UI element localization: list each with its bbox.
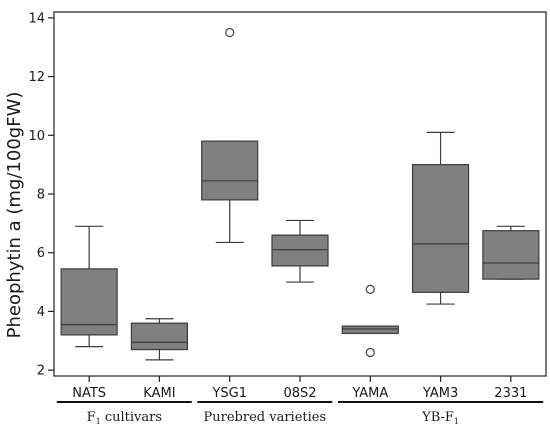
- x-tick-label: YAM3: [422, 386, 458, 401]
- y-tick-label: 8: [37, 188, 45, 203]
- y-tick-label: 14: [28, 11, 45, 26]
- y-tick-label: 6: [37, 246, 45, 261]
- box: [482, 230, 540, 280]
- x-tick-label: YSG1: [211, 386, 247, 401]
- box: [341, 325, 399, 335]
- plot-frame: [53, 11, 547, 377]
- x-tick-label: KAMI: [143, 386, 175, 401]
- y-tick-label: 12: [28, 70, 45, 85]
- box: [411, 164, 470, 293]
- outlier-point: [225, 27, 235, 38]
- y-tick-label: 10: [28, 129, 45, 144]
- outlier-point: [365, 284, 375, 295]
- plot-area: 2 4 6 8 10 12 14 NATS KAMI YSG1 08S2 YAMA YAM3 2331 F1…: [28, 11, 547, 426]
- group-label: YB-F1: [421, 410, 459, 426]
- y-tick-label: 4: [37, 305, 45, 320]
- group-label: F1 cultivars: [87, 410, 162, 426]
- x-tick-label: 08S2: [283, 386, 316, 401]
- outlier-point: [365, 347, 375, 358]
- box: [271, 234, 329, 267]
- box: [60, 268, 118, 336]
- x-tick-label: YAMA: [351, 386, 388, 401]
- y-tick-label: 2: [37, 364, 45, 379]
- box: [130, 322, 189, 351]
- y-axis-title: Pheophytin a (mg/100gFW): [4, 92, 25, 339]
- x-tick-label: 2331: [494, 386, 527, 401]
- group-label: Purebred varieties: [204, 410, 327, 425]
- x-tick-label: NATS: [72, 386, 106, 401]
- box: [201, 140, 259, 201]
